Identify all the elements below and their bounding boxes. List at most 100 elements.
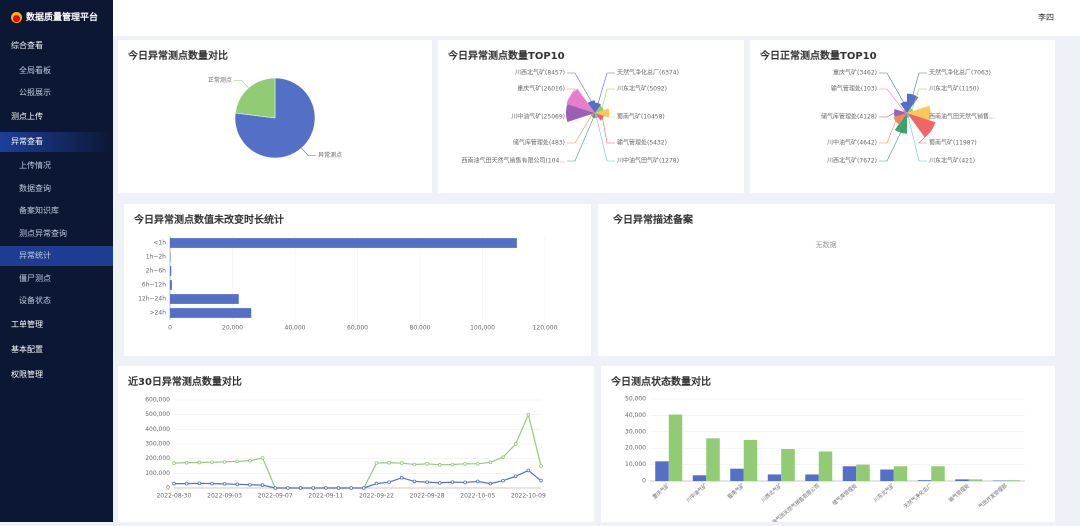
menu-item[interactable]: 测点上传 bbox=[0, 107, 113, 127]
bar bbox=[856, 465, 870, 481]
leader-line bbox=[597, 118, 615, 161]
bar bbox=[744, 440, 758, 481]
bar bbox=[170, 280, 172, 290]
bar bbox=[170, 308, 251, 318]
y-tick-label: 30,000 bbox=[625, 428, 646, 435]
chart: 今日异常测点数量TOP10天然气净化总厂(6374)川东北气矿(5092)蜀南气… bbox=[438, 40, 744, 193]
line-point bbox=[261, 457, 264, 460]
menu-item[interactable]: 上传情况 bbox=[0, 156, 113, 176]
menu-item[interactable]: 基本配置 bbox=[0, 340, 113, 360]
line-point bbox=[400, 476, 403, 479]
x-tick-label: 2022-09-11 bbox=[308, 493, 343, 500]
line-point bbox=[324, 487, 327, 490]
bar bbox=[730, 469, 744, 481]
x-tick-label: 川西北气矿 bbox=[760, 482, 784, 503]
line-point bbox=[236, 460, 239, 463]
line-point bbox=[173, 462, 176, 465]
pie-slice bbox=[235, 78, 275, 118]
y-tick-label: 0 bbox=[642, 478, 646, 485]
y-tick-label: 12h~24h bbox=[138, 296, 166, 303]
bar bbox=[1006, 480, 1020, 481]
slice-label: 蜀南气矿(10458) bbox=[617, 113, 665, 121]
leader-line bbox=[567, 118, 593, 161]
line-point bbox=[185, 461, 188, 464]
slice-label: 储气库管理处(483) bbox=[513, 139, 565, 147]
menu-item[interactable]: 异常查看 bbox=[0, 132, 113, 152]
y-tick-label: 40,000 bbox=[625, 412, 646, 419]
chart: 今日测点状态数量对比010,00020,00030,00040,00050,00… bbox=[601, 366, 1055, 522]
records-panel: 今日异常描述备案 无数据 bbox=[598, 204, 1055, 356]
bar bbox=[669, 415, 683, 481]
menu-item[interactable]: 异常统计 bbox=[0, 246, 113, 266]
chart: 近30日异常测点数量对比0100,000200,000300,000400,00… bbox=[118, 366, 594, 522]
x-tick-label: 40,000 bbox=[285, 325, 306, 332]
x-tick-label: 60,000 bbox=[347, 325, 368, 332]
y-tick-label: 6h~12h bbox=[142, 282, 166, 289]
bar bbox=[843, 466, 857, 481]
line-point bbox=[527, 469, 530, 472]
y-tick-label: 600,000 bbox=[145, 397, 170, 404]
line-point bbox=[299, 487, 302, 490]
slice-label: 川东北气矿(1150) bbox=[929, 85, 979, 93]
menu-item[interactable]: 僵尸测点 bbox=[0, 269, 113, 289]
leader-line bbox=[603, 119, 615, 143]
bar bbox=[955, 479, 969, 481]
x-tick-label: 川中油气矿 bbox=[685, 482, 709, 503]
line-point bbox=[337, 487, 340, 490]
line-point bbox=[514, 475, 517, 478]
x-tick-label: 气田开发管理部 bbox=[977, 482, 1008, 510]
slice-label: 川中油气矿(4642) bbox=[827, 139, 877, 147]
x-tick-label: 重庆气矿 bbox=[651, 482, 671, 500]
y-tick-label: >24h bbox=[150, 310, 167, 317]
x-tick-label: 蜀南气矿 bbox=[726, 482, 746, 500]
menu-item[interactable]: 设备状态 bbox=[0, 291, 113, 311]
line-point bbox=[476, 462, 479, 465]
slice-label: 川东北气矿(421) bbox=[929, 157, 975, 165]
user-name[interactable]: 李四 bbox=[1038, 12, 1054, 23]
x-tick-label: 2022-10-05 bbox=[460, 493, 495, 500]
line-point bbox=[388, 461, 391, 464]
menu-item[interactable]: 公报展示 bbox=[0, 83, 113, 103]
line-point bbox=[502, 456, 505, 459]
menu-item[interactable]: 权限管理 bbox=[0, 365, 113, 385]
menu-item[interactable]: 测点异常查询 bbox=[0, 224, 113, 244]
slice-label: 输气管理处(5432) bbox=[617, 139, 667, 147]
panel-title: 今日测点状态数量对比 bbox=[610, 375, 711, 388]
menu-item[interactable]: 备案知识库 bbox=[0, 201, 113, 221]
bar bbox=[819, 451, 833, 481]
leader-line bbox=[879, 89, 904, 111]
line-point bbox=[413, 480, 416, 483]
line-point bbox=[489, 461, 492, 464]
menu-item[interactable]: 全局看板 bbox=[0, 61, 113, 81]
line-point bbox=[261, 484, 264, 487]
y-tick-label: 1h~2h bbox=[146, 254, 166, 261]
bar bbox=[693, 475, 707, 481]
menu-item[interactable]: 工单管理 bbox=[0, 315, 113, 335]
menu-item[interactable]: 数据查询 bbox=[0, 179, 113, 199]
bar bbox=[768, 474, 782, 481]
slice-label: 重庆气矿(26016) bbox=[517, 85, 565, 93]
x-tick-label: 120,000 bbox=[533, 325, 558, 332]
line-point bbox=[476, 480, 479, 483]
bar bbox=[969, 479, 983, 481]
line-point bbox=[514, 443, 517, 446]
menu-item[interactable]: 综合查看 bbox=[0, 36, 113, 56]
line-point bbox=[236, 483, 239, 486]
slice-label: 川东北气矿(5092) bbox=[617, 85, 667, 93]
y-tick-label: 100,000 bbox=[145, 470, 170, 477]
x-tick-label: 2022-08-30 bbox=[157, 493, 192, 500]
line-point bbox=[375, 482, 378, 485]
bar bbox=[805, 474, 819, 481]
slice-label: 川西北气矿(7672) bbox=[827, 157, 877, 165]
x-tick-label: 西南油气田天然气销售有限公司 bbox=[763, 482, 821, 522]
x-tick-label: 2022-09-07 bbox=[258, 493, 293, 500]
slice-label: 西南油气田天然气销售有限公司(104... bbox=[461, 157, 565, 165]
panel-title: 今日异常测点数值未改变时长统计 bbox=[133, 213, 284, 226]
line-point bbox=[198, 482, 201, 485]
slice-label: 输气管理处(103) bbox=[831, 85, 877, 93]
